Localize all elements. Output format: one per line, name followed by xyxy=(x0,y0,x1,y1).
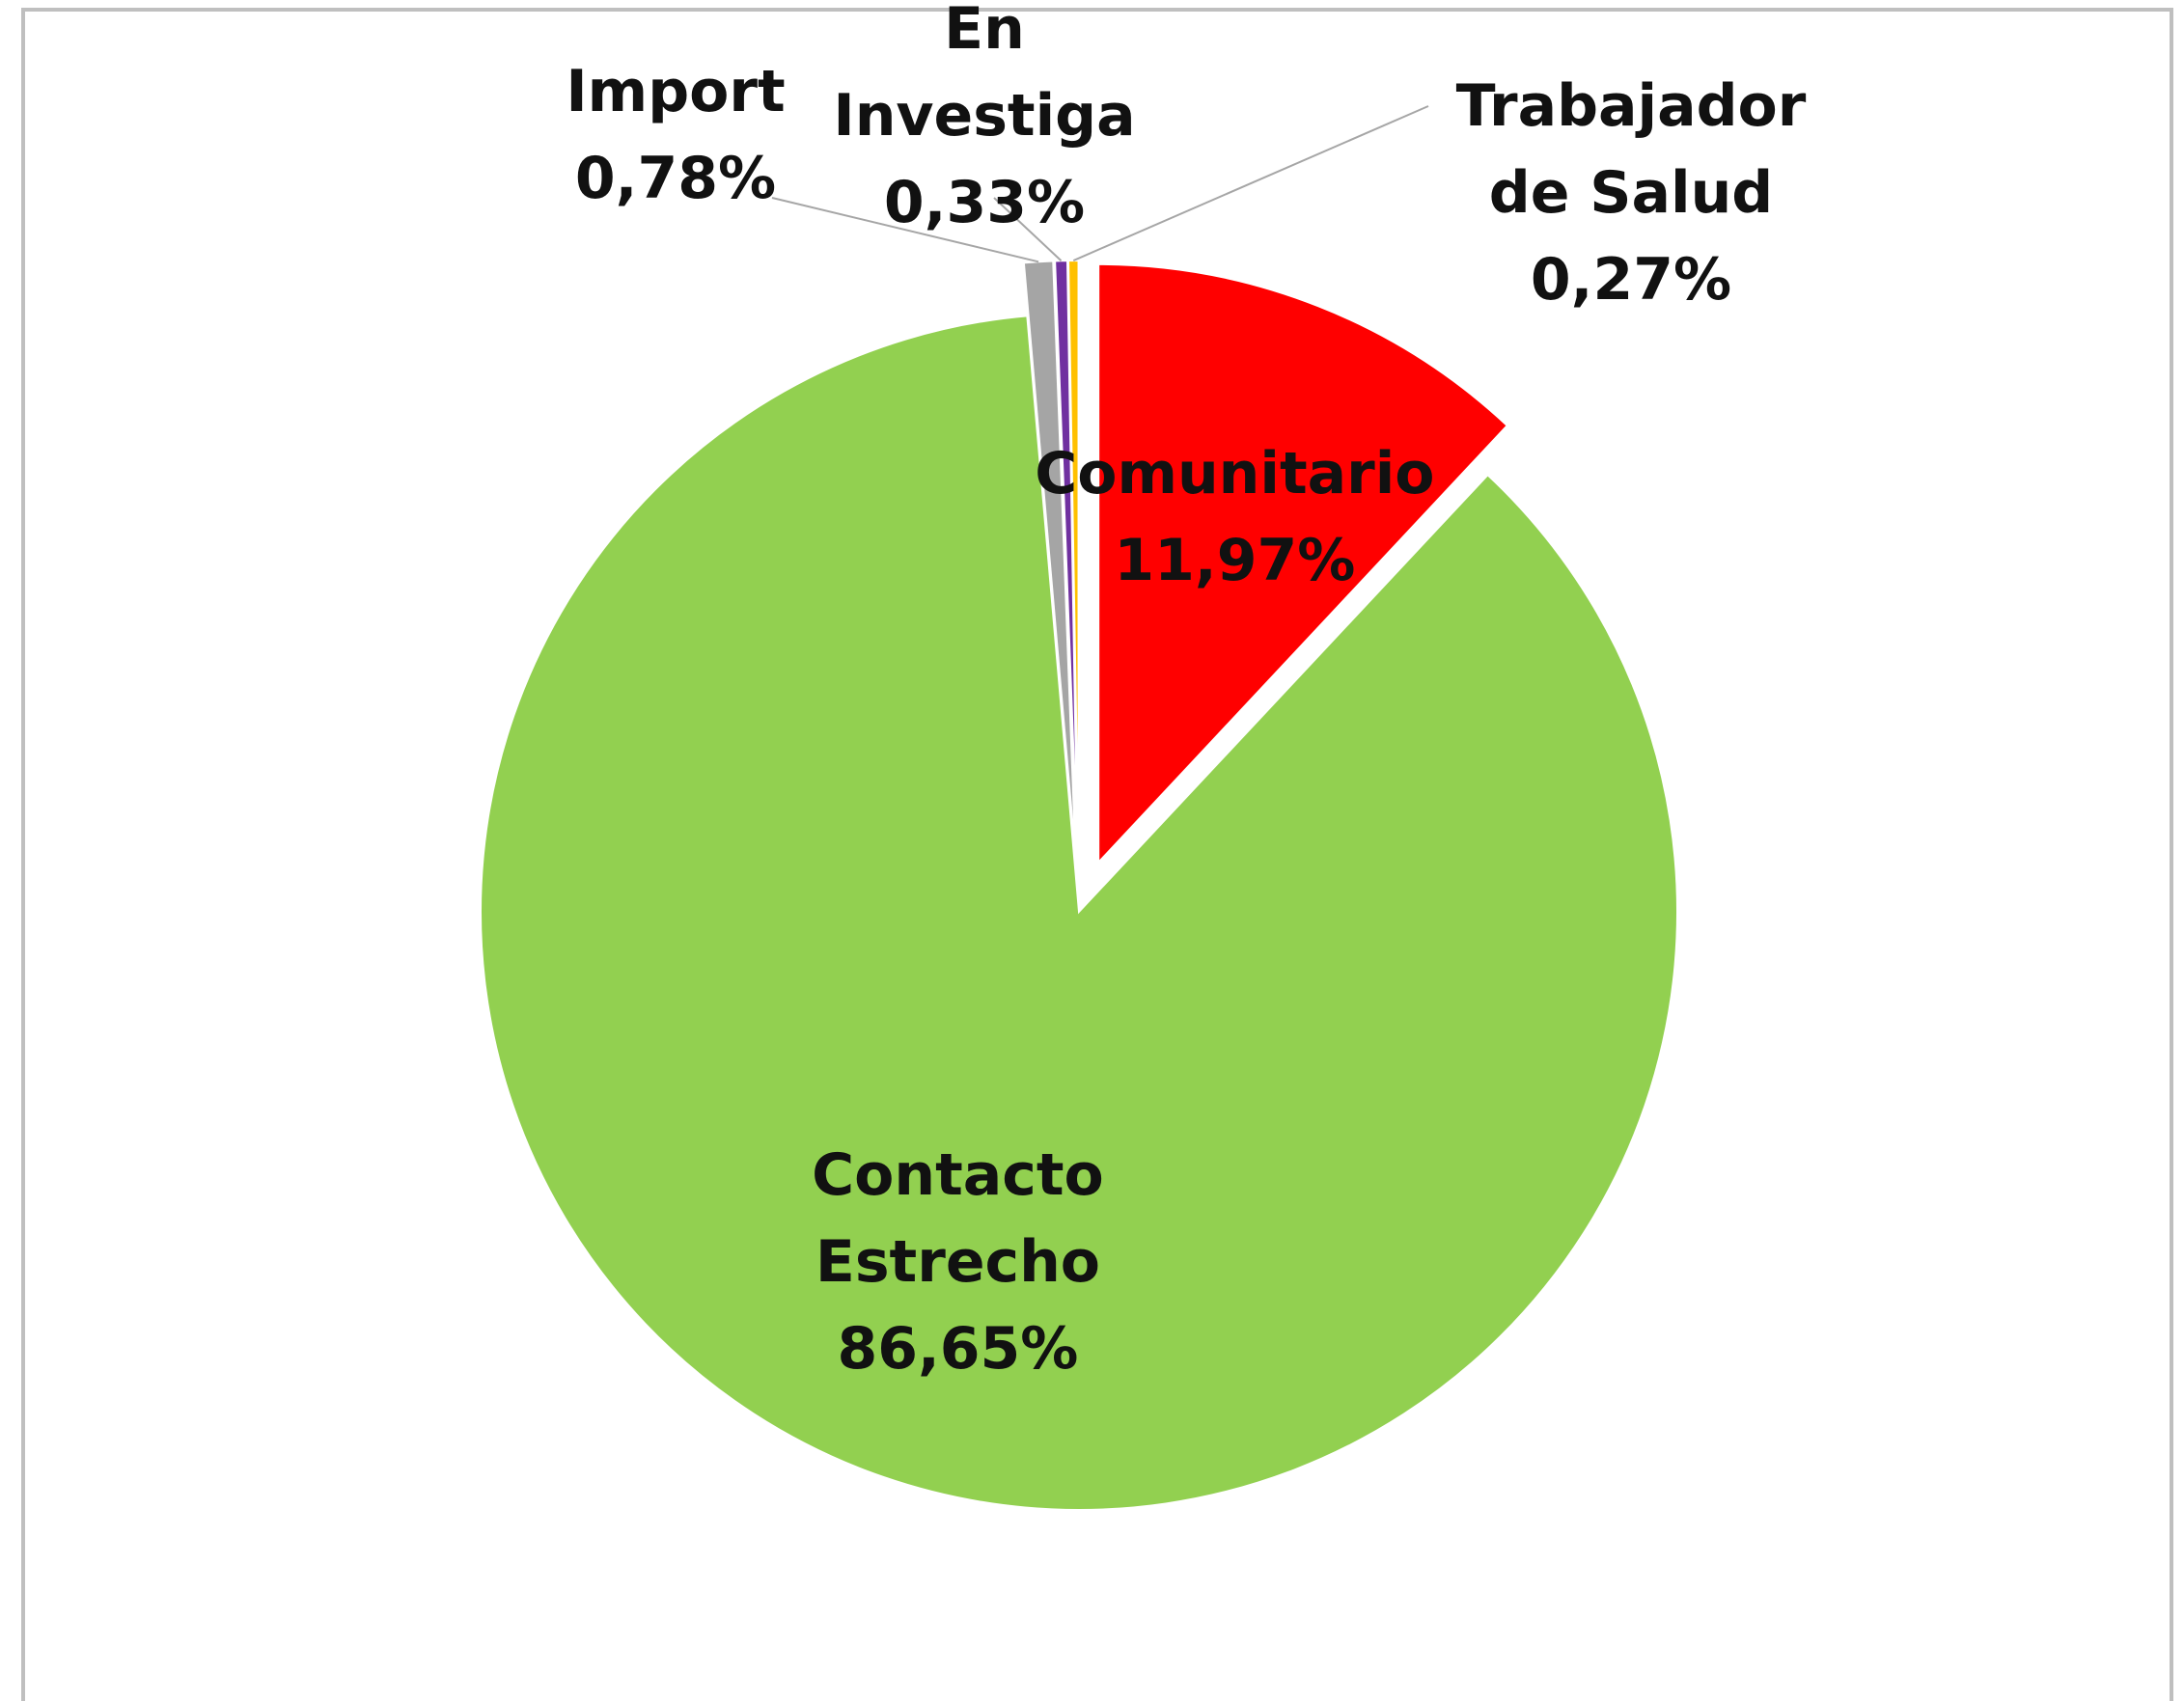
slice-name: Comunitario xyxy=(1035,440,1435,508)
slice-value: 0,27% xyxy=(1530,246,1732,314)
data-label: Comunitario 11,97% xyxy=(1012,430,1456,604)
slice-name: Trabajador de Salud xyxy=(1455,72,1807,227)
data-label: Import 0,78% xyxy=(483,48,869,222)
leader-line xyxy=(771,197,1039,263)
chart-frame xyxy=(21,8,2173,1701)
slice-value: 86,65% xyxy=(837,1315,1079,1384)
data-label: Contacto Estrecho 86,65% xyxy=(764,1132,1150,1392)
slice-value: 11,97% xyxy=(1114,527,1356,595)
data-label: En Investiga 0,33% xyxy=(791,0,1177,246)
slice-name: En Investiga xyxy=(833,0,1136,150)
leader-line xyxy=(993,197,1063,261)
slice-value: 0,33% xyxy=(883,169,1086,236)
slice-name: Import xyxy=(566,58,786,125)
slice-value: 0,78% xyxy=(574,145,777,212)
pie-slice xyxy=(480,315,1678,1511)
slice-name: Contacto Estrecho xyxy=(812,1141,1104,1297)
pie-slice xyxy=(1097,262,1509,865)
pie-slice xyxy=(1054,260,1079,860)
data-label: Trabajador de Salud 0,27% xyxy=(1438,63,1824,323)
leader-line xyxy=(1072,105,1429,261)
